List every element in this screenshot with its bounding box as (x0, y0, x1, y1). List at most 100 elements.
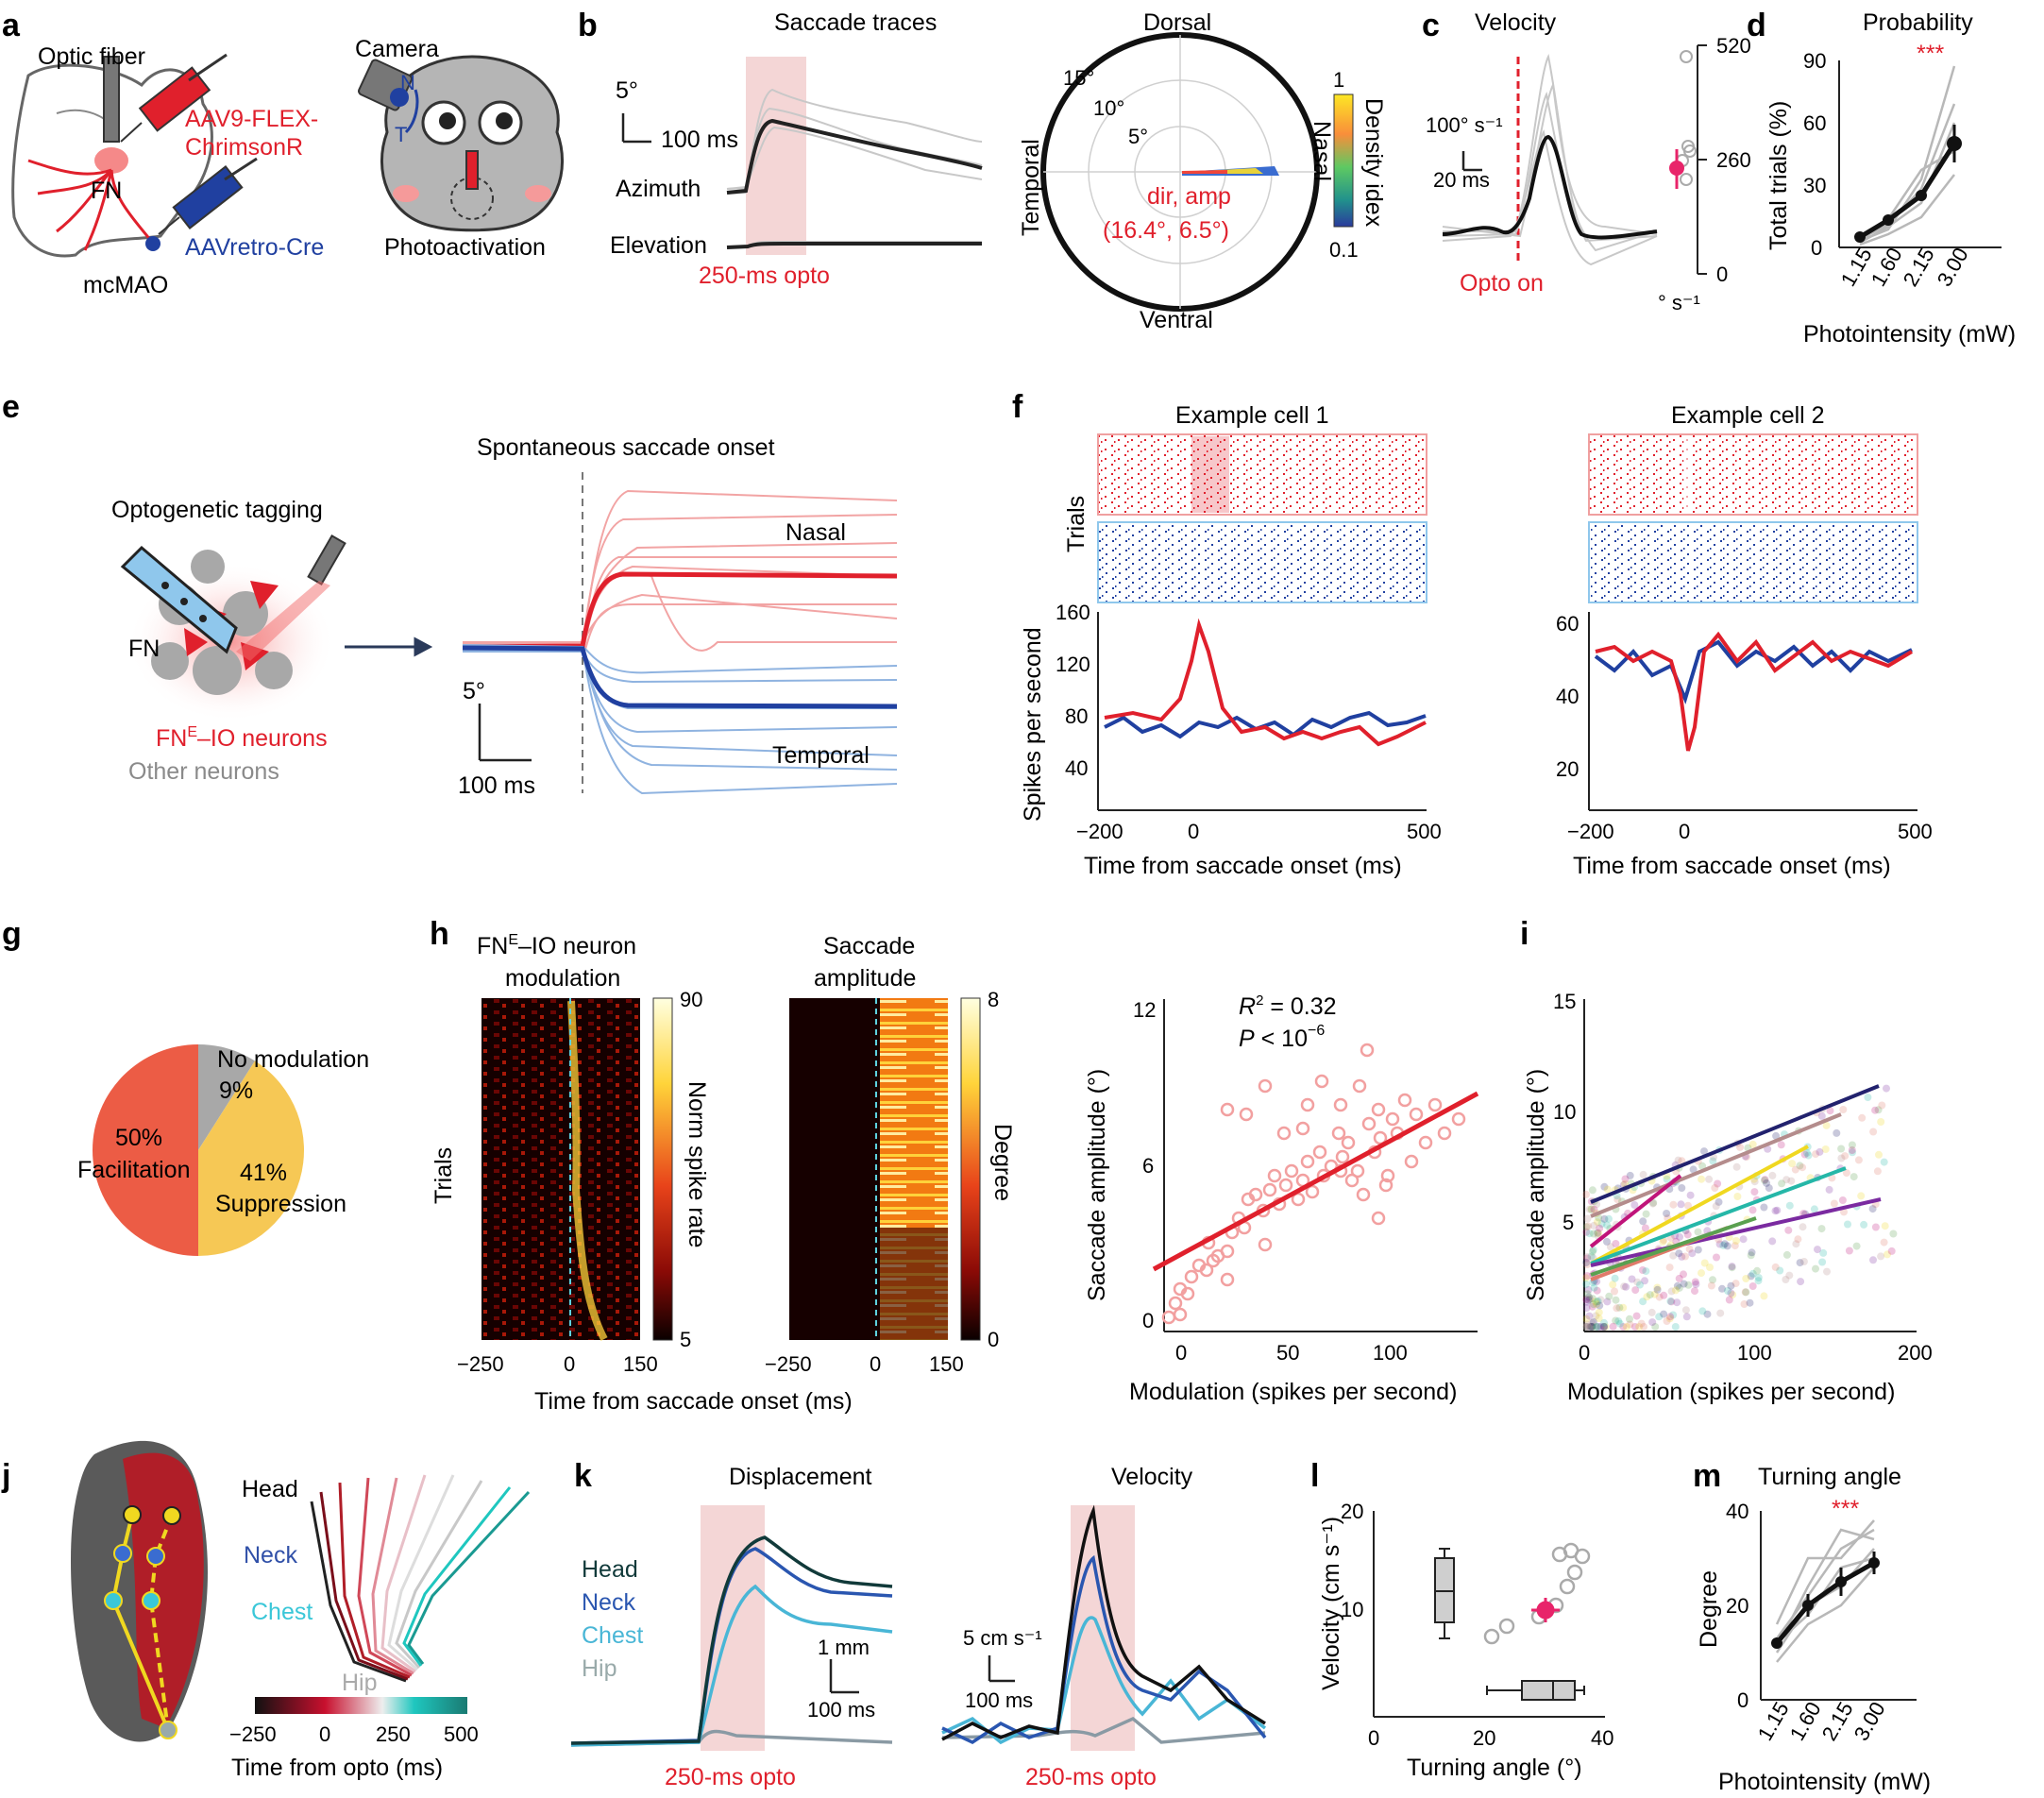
e-scale-deg: 5° (463, 678, 485, 704)
i-point (1586, 1323, 1595, 1331)
i-point (1681, 1306, 1690, 1315)
j-cb-tick-3: 250 (376, 1722, 411, 1746)
d-ylabel: Total trials (%) (1765, 101, 1792, 250)
i-point (1648, 1318, 1657, 1327)
i-point (1691, 1287, 1698, 1296)
i-point (1669, 1311, 1678, 1319)
i-point (1590, 1230, 1597, 1238)
i-point (1718, 1284, 1726, 1293)
m-ytick-20: 20 (1726, 1594, 1748, 1618)
i-point (1583, 1261, 1592, 1269)
k-scale-mm: 1 mm (818, 1636, 870, 1659)
i-point (1691, 1278, 1699, 1286)
hs-point (1258, 1078, 1273, 1094)
hs-point (1437, 1126, 1452, 1141)
i-point (1660, 1291, 1668, 1299)
i-point (1628, 1275, 1636, 1283)
i-point (1589, 1318, 1597, 1326)
i-point (1586, 1323, 1595, 1331)
i-point (1584, 1296, 1593, 1304)
d-xtick-4: 3.00 (1933, 244, 1973, 291)
i-point (1887, 1247, 1896, 1255)
i-point (1636, 1281, 1644, 1289)
i-point (1799, 1258, 1808, 1265)
i-point (1796, 1162, 1804, 1170)
d-ytick-90: 90 (1803, 49, 1826, 73)
i-point (1653, 1283, 1662, 1292)
disp-head (570, 1535, 893, 1745)
i-point (1819, 1248, 1828, 1257)
k-legend-head: Head (582, 1556, 638, 1583)
i-point (1587, 1252, 1596, 1261)
i-point (1601, 1323, 1610, 1331)
cell2-title: Example cell 2 (1671, 402, 1825, 429)
i-point (1723, 1242, 1731, 1250)
i-point (1683, 1230, 1692, 1239)
i-point (1871, 1223, 1880, 1231)
i-point (1748, 1282, 1757, 1290)
c-axis-unit: ° s⁻¹ (1658, 291, 1700, 314)
c-title: Velocity (1475, 9, 1557, 36)
i-point (1639, 1298, 1647, 1306)
i-point (1596, 1224, 1604, 1232)
i-point (1582, 1298, 1591, 1306)
d-xtick-3: 2.15 (1899, 244, 1939, 291)
optic-fiber-icon (103, 56, 120, 143)
cb1 (652, 997, 673, 1341)
panel-letter-b: b (578, 8, 598, 43)
hs-point (1278, 1178, 1293, 1193)
b-title: Saccade traces (774, 9, 937, 36)
hs-r2: R2 = 0.32 (1239, 992, 1337, 1020)
i-point (1609, 1322, 1617, 1331)
i-point (1582, 1228, 1591, 1236)
i-point (1589, 1246, 1597, 1254)
hs-point (1341, 1135, 1356, 1150)
hs-point (1378, 1178, 1394, 1193)
polar-top-label: Dorsal (1143, 9, 1211, 36)
nasal-traces (462, 489, 898, 653)
i-point (1675, 1274, 1683, 1282)
i-point (1776, 1266, 1784, 1275)
k-legend-hip: Hip (582, 1655, 617, 1682)
i-point (1619, 1303, 1628, 1312)
i-point (1747, 1251, 1755, 1260)
i-point (1593, 1323, 1601, 1331)
l-ytick-10: 10 (1341, 1598, 1363, 1621)
fn-label: FN (91, 178, 122, 204)
hs-point (1220, 1244, 1235, 1259)
i-fit-lines (1589, 1084, 1882, 1281)
i-point (1850, 1173, 1858, 1181)
elevation-mean-trace (726, 242, 982, 249)
i-point (1680, 1270, 1687, 1279)
i-point (1603, 1221, 1612, 1230)
i-point (1684, 1201, 1692, 1210)
ring-15-label: 15° (1063, 66, 1094, 90)
hs-ylabel: Saccade amplitude (°) (1084, 1069, 1110, 1301)
i-point (1814, 1246, 1821, 1254)
i-point (1768, 1237, 1777, 1246)
d-xtick-2: 1.60 (1867, 244, 1907, 291)
hs-xtick-100: 100 (1373, 1341, 1408, 1365)
hs-point (1262, 1182, 1277, 1197)
i-point (1750, 1178, 1759, 1186)
i-point (1709, 1276, 1716, 1284)
i-point (1714, 1179, 1722, 1188)
i-point (1590, 1221, 1598, 1230)
panel-letter-e: e (2, 389, 20, 425)
i-point (1765, 1184, 1773, 1193)
i-point (1761, 1176, 1769, 1184)
i-point (1593, 1218, 1601, 1227)
light-fiber-icon (236, 534, 346, 661)
f1-red-psth (1104, 618, 1427, 747)
opto-shade (746, 57, 806, 255)
other-neurons-label: Other neurons (128, 758, 279, 785)
i-point (1590, 1205, 1598, 1213)
i-point (1688, 1249, 1697, 1258)
azimuth-mean-trace (726, 118, 983, 195)
hs-point (1356, 1187, 1371, 1202)
i-point (1816, 1147, 1824, 1156)
i-point (1823, 1267, 1831, 1276)
i-point (1858, 1113, 1867, 1122)
hs-point (1361, 1116, 1377, 1131)
